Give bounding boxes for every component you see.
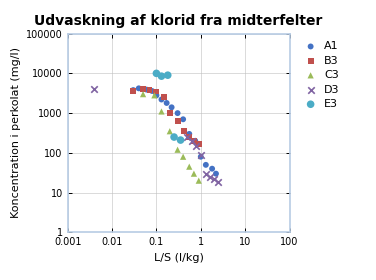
- C3: [158, 109, 164, 114]
- A1: [136, 86, 142, 90]
- Title: Udvaskning af klorid fra midterfelter: Udvaskning af klorid fra midterfelter: [35, 14, 323, 28]
- X-axis label: L/S (l/kg): L/S (l/kg): [154, 253, 203, 263]
- B3: [140, 87, 146, 92]
- E3: [153, 71, 159, 76]
- B3: [130, 89, 136, 93]
- B3: [186, 135, 192, 139]
- Legend: A1, B3, C3, D3, E3: A1, B3, C3, D3, E3: [297, 39, 342, 111]
- C3: [180, 155, 186, 159]
- A1: [192, 139, 198, 143]
- C3: [152, 93, 158, 98]
- A1: [130, 88, 136, 92]
- D3: [215, 180, 221, 185]
- A1: [209, 167, 215, 171]
- B3: [181, 129, 187, 134]
- C3: [191, 171, 197, 176]
- A1: [158, 97, 164, 102]
- D3: [190, 139, 196, 143]
- D3: [184, 135, 190, 139]
- A1: [213, 171, 219, 176]
- D3: [207, 174, 213, 179]
- D3: [198, 152, 204, 157]
- B3: [167, 111, 173, 115]
- D3: [203, 171, 209, 176]
- C3: [174, 148, 180, 152]
- E3: [177, 138, 183, 142]
- A1: [180, 117, 186, 122]
- B3: [191, 139, 197, 143]
- E3: [165, 73, 171, 77]
- E3: [158, 74, 164, 78]
- A1: [140, 87, 146, 92]
- B3: [196, 141, 202, 146]
- B3: [147, 88, 153, 92]
- D3: [194, 144, 200, 148]
- A1: [149, 89, 155, 93]
- E3: [171, 135, 177, 139]
- C3: [196, 178, 202, 183]
- Y-axis label: Koncentration i perkolat (mg/l): Koncentration i perkolat (mg/l): [11, 48, 21, 218]
- B3: [174, 118, 180, 123]
- A1: [164, 101, 170, 105]
- D3: [91, 87, 97, 92]
- A1: [203, 163, 209, 167]
- A1: [174, 111, 180, 115]
- D3: [211, 177, 217, 181]
- A1: [186, 132, 192, 136]
- B3: [161, 95, 167, 99]
- C3: [140, 92, 146, 96]
- C3: [186, 164, 192, 169]
- A1: [153, 93, 159, 98]
- A1: [198, 155, 204, 159]
- A1: [144, 87, 150, 92]
- C3: [167, 129, 173, 134]
- A1: [168, 105, 174, 109]
- B3: [153, 89, 159, 94]
